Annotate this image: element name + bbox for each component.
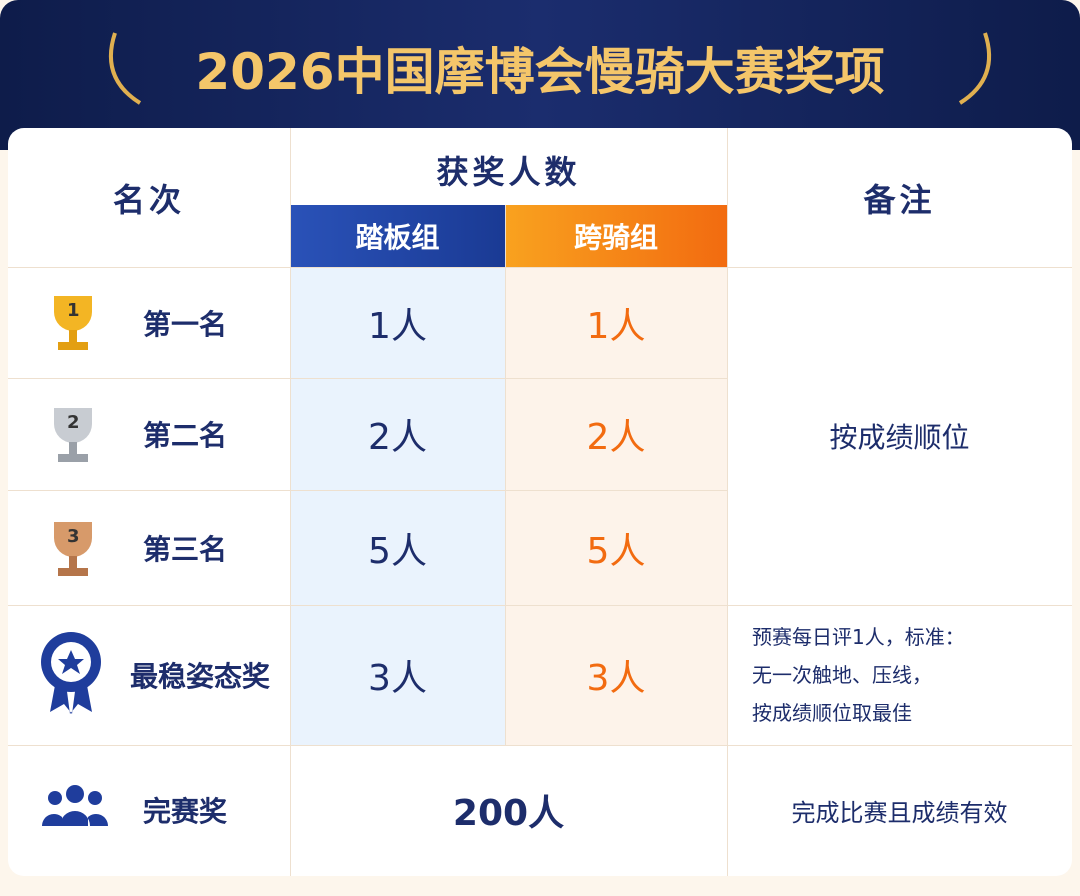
trophy-icon	[54, 408, 92, 462]
trophy-number: 2	[67, 412, 80, 433]
note-line: 无一次触地、压线，	[752, 663, 932, 687]
rank: 第三名	[142, 532, 227, 566]
note: 预赛每日评1人，标准： 无一次触地、压线， 按成绩顺位取最佳	[752, 605, 1062, 745]
header-cell: 获奖人数	[436, 153, 581, 191]
trophy-number: 1	[67, 300, 80, 321]
rank: 第一名	[142, 307, 227, 341]
count: 5人	[586, 530, 646, 572]
header-cell: 备注	[863, 180, 936, 219]
note-line: 预赛每日评1人，标准：	[752, 625, 965, 649]
count: 5人	[368, 530, 427, 572]
scooter-header-bg	[290, 205, 505, 267]
trophy-number: 3	[67, 526, 80, 547]
count: 1人	[368, 305, 427, 347]
count: 3人	[586, 658, 646, 699]
count: 3人	[368, 658, 427, 699]
trophy-icon	[54, 522, 92, 576]
header-cell: 名次	[112, 180, 185, 219]
people-icon	[42, 785, 108, 826]
count: 1人	[586, 305, 646, 347]
note: 完成比赛且成绩有效	[791, 798, 1008, 827]
note-line: 按成绩顺位取最佳	[752, 701, 912, 725]
header-cell: 踏板组	[355, 221, 440, 254]
rank: 最稳姿态奖	[129, 660, 270, 693]
scooter-col-bg	[290, 267, 505, 745]
medal-icon	[41, 632, 101, 714]
laurel	[108, 32, 142, 105]
header-cell: 跨骑组	[573, 221, 658, 254]
rank: 完赛奖	[142, 795, 227, 828]
count: 2人	[586, 417, 646, 458]
count: 200人	[452, 793, 565, 834]
note: 按成绩顺位	[829, 421, 970, 454]
header-band	[0, 0, 1080, 150]
moto-header-bg	[505, 205, 727, 267]
trophy-icon	[54, 296, 92, 350]
laurel	[958, 32, 992, 105]
count: 2人	[368, 417, 427, 458]
moto-col-bg	[505, 267, 727, 745]
title: 2026中国摩博会慢骑大赛奖项	[195, 43, 885, 101]
rank: 第二名	[142, 419, 227, 452]
